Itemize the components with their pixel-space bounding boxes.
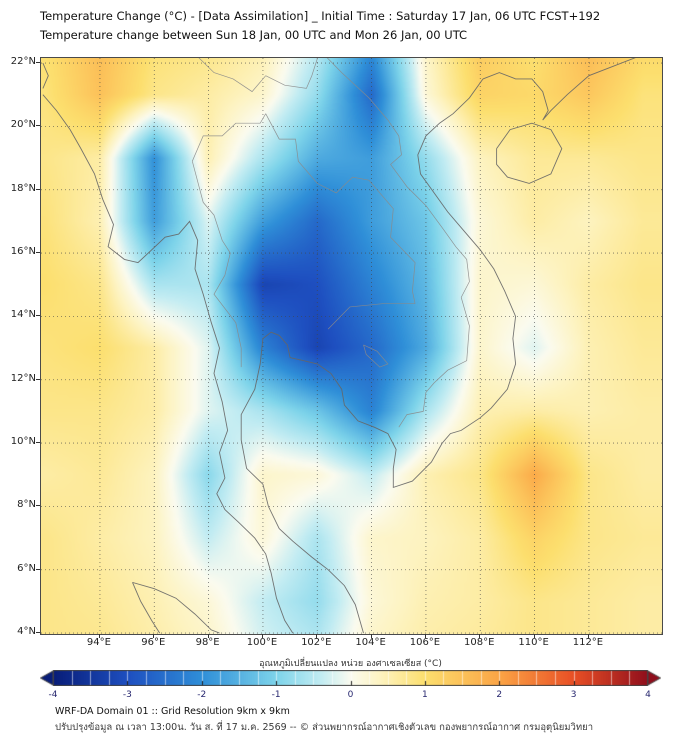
x-axis-tick-label: 108°E (464, 637, 495, 648)
colorbar-tick-label: 0 (347, 690, 354, 700)
y-axis-tick-label: 20°N (10, 119, 36, 131)
country-border-path (363, 344, 389, 368)
x-axis-tick (479, 634, 481, 638)
country-border-path (191, 161, 242, 368)
colorbar-tick-label: 2 (496, 690, 503, 700)
country-border-path (326, 58, 470, 298)
y-axis-tick (36, 315, 40, 317)
coastline-path (132, 581, 220, 634)
map-overlay (41, 58, 662, 634)
coastline-path (482, 58, 636, 121)
y-axis-tick-label: 4°N (17, 626, 36, 638)
footer-block: WRF-DA Domain 01 :: Grid Resolution 9km … (55, 704, 593, 736)
y-axis-tick-label: 16°N (10, 246, 36, 258)
y-axis-tick-label: 22°N (10, 56, 36, 68)
x-axis-tick-label: 110°E (518, 637, 549, 648)
y-axis-tick (36, 568, 40, 570)
country-border-path (265, 113, 416, 304)
country-border-path (327, 303, 416, 330)
x-axis-tick-label: 100°E (246, 637, 278, 648)
country-border-path (191, 113, 267, 162)
temperature-change-heatmap (41, 58, 662, 634)
colorbar-tick-label: -4 (48, 690, 58, 700)
x-axis-tick-label: 106°E (409, 637, 441, 648)
x-axis-tick (424, 634, 426, 638)
y-axis-tick-label: 10°N (10, 436, 36, 448)
colorbar-label: อุณหภูมิเปลี่ยนแปลง หน่วย องศาเซลเซียส (… (259, 659, 442, 669)
y-axis-tick-label: 12°N (10, 372, 36, 384)
colorbar-tick-label: 3 (570, 690, 577, 700)
x-axis-tick (98, 634, 100, 638)
y-axis-tick (36, 252, 40, 254)
colorbar-tick-label: -3 (122, 690, 132, 700)
x-axis-tick (587, 634, 589, 638)
x-axis-tick (533, 634, 535, 638)
country-border-path (198, 58, 266, 93)
y-axis-tick (36, 125, 40, 127)
colorbar-tick-label: 1 (422, 690, 428, 700)
map-title-line2: Temperature change between Sun 18 Jan, 0… (40, 28, 468, 42)
title-block: Temperature Change (°C) - [Data Assimila… (40, 7, 600, 45)
y-axis-tick-label: 8°N (17, 499, 36, 511)
x-axis-tick (207, 634, 209, 638)
footer-domain-info: WRF-DA Domain 01 :: Grid Resolution 9km … (55, 706, 290, 717)
map-area (40, 57, 663, 635)
x-axis-tick (153, 634, 155, 638)
x-axis-tick (261, 634, 263, 638)
y-axis-tick (36, 632, 40, 634)
coastline-path (42, 94, 294, 634)
coastline-path (132, 582, 161, 634)
x-axis-tick-label: 102°E (301, 637, 332, 648)
x-axis-tick (370, 634, 372, 638)
x-axis-tick-label: 104°E (355, 637, 386, 648)
x-axis-tick-label: 96°E (141, 637, 166, 648)
coastline-path (240, 78, 517, 634)
y-axis-tick (36, 442, 40, 444)
country-border-path (265, 58, 318, 89)
colorbar (40, 670, 661, 686)
country-border-path (398, 297, 470, 428)
coastline-path (496, 122, 563, 184)
y-axis-tick (36, 188, 40, 190)
x-axis-tick-label: 112°E (572, 637, 604, 648)
footer-update-info: ปรับปรุงข้อมูล ณ เวลา 13:00น. วัน ส. ที่… (55, 722, 594, 733)
x-axis-tick (316, 634, 318, 638)
y-axis-tick (36, 62, 40, 64)
x-axis-tick-label: 98°E (195, 637, 220, 648)
y-axis-tick (36, 378, 40, 380)
map-title-line1: Temperature Change (°C) - [Data Assimila… (40, 9, 601, 23)
y-axis-tick-label: 14°N (10, 309, 36, 321)
colorbar-tick-label: 4 (645, 690, 651, 700)
y-axis-tick (36, 505, 40, 507)
coastline-path (42, 62, 49, 89)
colorbar-tick-label: -1 (271, 690, 281, 700)
x-axis-tick-label: 94°E (86, 637, 111, 648)
y-axis-tick-label: 6°N (17, 562, 36, 574)
y-axis-tick-label: 18°N (10, 182, 36, 194)
colorbar-tick-label: -2 (197, 690, 207, 700)
